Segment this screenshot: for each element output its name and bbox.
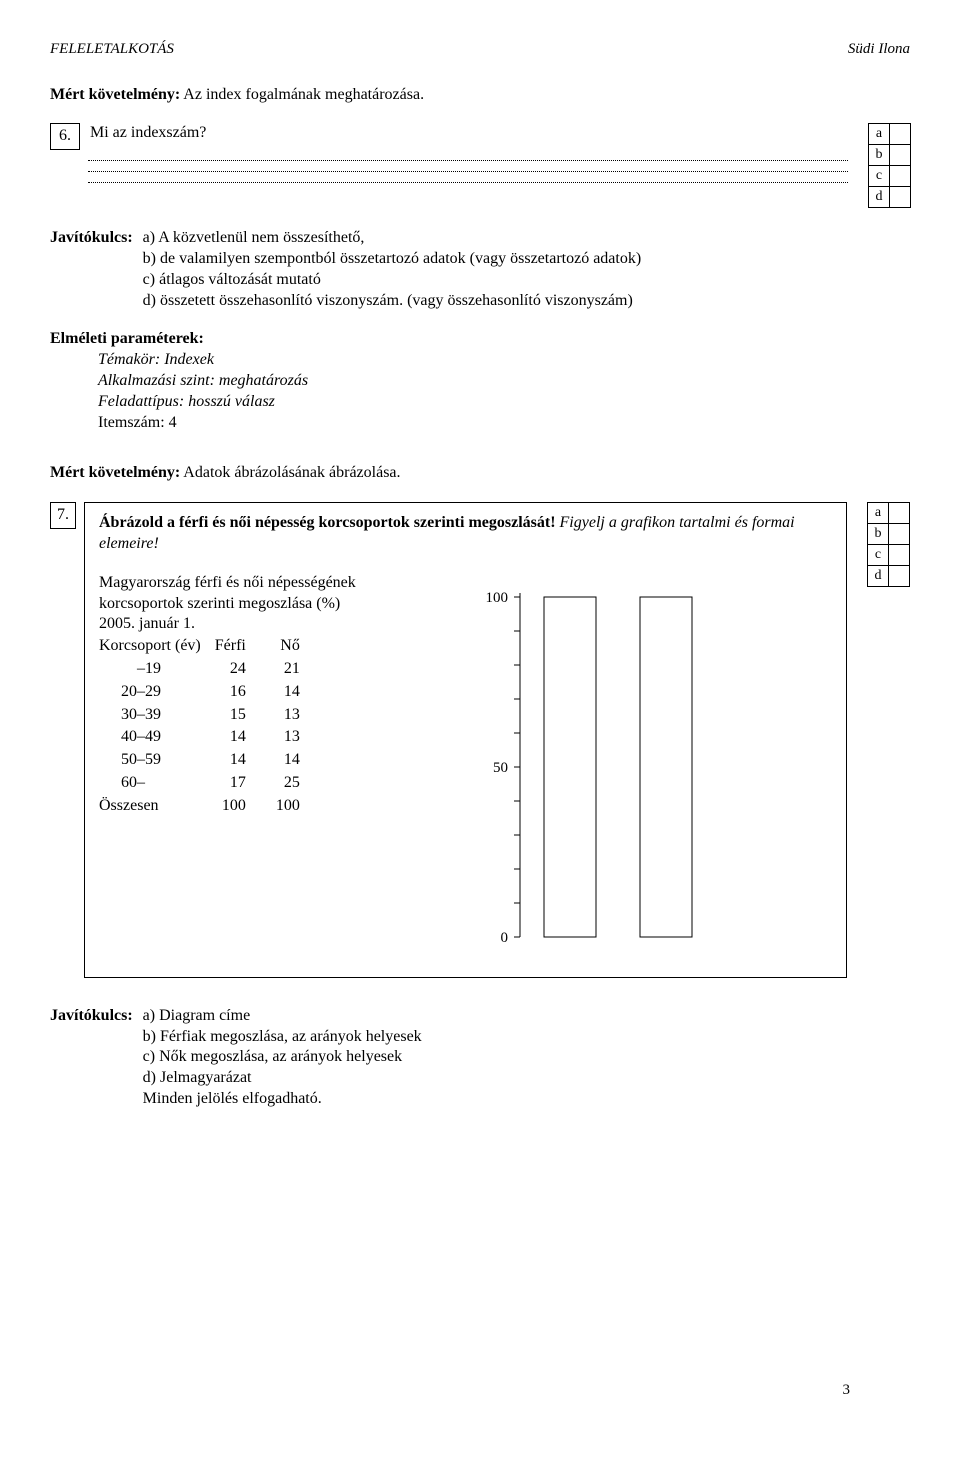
question-7-bold: Ábrázold a férfi és női népesség korcsop…	[99, 514, 556, 531]
col-male: Férfi	[215, 635, 276, 658]
answer-key-1: Javítókulcs: a) A közvetlenül nem összes…	[50, 228, 910, 311]
table-row: 60–1725	[99, 772, 330, 795]
question-6: 6. Mi az indexszám?	[50, 123, 848, 150]
question-6-number: 6.	[50, 123, 80, 150]
col-female: Nő	[276, 635, 330, 658]
svg-text:100: 100	[485, 590, 508, 606]
score-d: d	[867, 565, 889, 587]
header-left: FELELETALKOTÁS	[50, 40, 174, 60]
requirement-2: Mért követelmény: Adatok ábrázolásának á…	[50, 463, 910, 484]
col-age: Korcsoport (év)	[99, 635, 215, 658]
svg-text:0: 0	[500, 930, 508, 946]
table-row: 20–291614	[99, 681, 330, 704]
bar-chart: 100 50 0	[464, 577, 724, 957]
score-b: b	[867, 523, 889, 545]
score-a-box[interactable]	[889, 123, 911, 145]
data-caption-3: 2005. január 1.	[99, 614, 356, 635]
answer-key-2-c: c) Nők megoszlása, az arányok helyesek	[143, 1047, 422, 1068]
question-7-box: Ábrázold a férfi és női népesség korcsop…	[84, 502, 847, 978]
answer-line	[88, 182, 848, 183]
score-d-box[interactable]	[889, 186, 911, 208]
answer-key-2-note: Minden jelölés elfogadható.	[143, 1089, 422, 1110]
answer-line	[88, 171, 848, 172]
data-caption-2: korcsoportok szerinti megoszlása (%)	[99, 594, 356, 615]
answer-key-2-label: Javítókulcs:	[50, 1006, 133, 1027]
page-header: FELELETALKOTÁS Südi Ilona	[50, 40, 910, 60]
page-number: 3	[843, 1381, 851, 1401]
score-c: c	[868, 165, 890, 187]
table-row: –192421	[99, 658, 330, 681]
requirement-1: Mért követelmény: Az index fogalmának me…	[50, 85, 910, 106]
question-7-prompt: Ábrázold a férfi és női népesség korcsop…	[99, 513, 832, 555]
data-column: Magyarország férfi és női népességének k…	[99, 573, 356, 818]
requirement-2-text: Adatok ábrázolásának ábrázolása.	[183, 464, 400, 481]
header-right: Südi Ilona	[848, 40, 910, 60]
parameters-heading: Elméleti paraméterek:	[50, 329, 910, 350]
table-row: 50–591414	[99, 749, 330, 772]
score-d: d	[868, 186, 890, 208]
answer-key-2-d: d) Jelmagyarázat	[143, 1068, 422, 1089]
answer-key-1-label: Javítókulcs:	[50, 228, 133, 249]
score-b: b	[868, 144, 890, 166]
score-a: a	[868, 123, 890, 145]
requirement-2-label: Mért követelmény:	[50, 464, 180, 481]
answer-key-1-a: a) A közvetlenül nem összesíthető,	[143, 228, 642, 249]
data-table: Korcsoport (év) Férfi Nő –192421 20–2916…	[99, 635, 330, 817]
answer-line	[88, 160, 848, 161]
question-7-number: 7.	[50, 502, 76, 529]
param-type: Feladattípus: hosszú válasz	[98, 392, 910, 413]
score-c-box[interactable]	[888, 544, 910, 566]
scoring-grid-q6: a b c d	[868, 123, 911, 208]
score-c-box[interactable]	[889, 165, 911, 187]
param-topic: Témakör: Indexek	[98, 350, 910, 371]
answer-key-2: Javítókulcs: a) Diagram címe b) Férfiak …	[50, 1006, 910, 1110]
parameters-block: Elméleti paraméterek: Témakör: Indexek A…	[50, 329, 910, 433]
answer-key-1-d: d) összetett összehasonlító viszonyszám.…	[143, 291, 642, 312]
table-header-row: Korcsoport (év) Férfi Nő	[99, 635, 330, 658]
data-caption-1: Magyarország férfi és női népességének	[99, 573, 356, 594]
score-c: c	[867, 544, 889, 566]
svg-text:50: 50	[493, 760, 508, 776]
table-row: 40–491413	[99, 726, 330, 749]
requirement-1-text: Az index fogalmának meghatározása.	[183, 86, 424, 103]
question-6-text: Mi az indexszám?	[90, 123, 848, 144]
score-a: a	[867, 502, 889, 524]
table-total-row: Összesen100100	[99, 795, 330, 818]
answer-key-2-b: b) Férfiak megoszlása, az arányok helyes…	[143, 1027, 422, 1048]
param-items: Itemszám: 4	[98, 413, 910, 434]
answer-key-1-b: b) de valamilyen szempontból összetartoz…	[143, 249, 642, 270]
score-a-box[interactable]	[888, 502, 910, 524]
score-d-box[interactable]	[888, 565, 910, 587]
chart-column: 100 50 0	[356, 573, 832, 957]
score-b-box[interactable]	[888, 523, 910, 545]
answer-key-2-a: a) Diagram címe	[143, 1006, 422, 1027]
score-b-box[interactable]	[889, 144, 911, 166]
answer-key-1-c: c) átlagos változását mutató	[143, 270, 642, 291]
requirement-1-label: Mért követelmény:	[50, 86, 180, 103]
param-level: Alkalmazási szint: meghatározás	[98, 371, 910, 392]
scoring-grid-q7: a b c d	[867, 502, 910, 587]
table-row: 30–391513	[99, 704, 330, 727]
